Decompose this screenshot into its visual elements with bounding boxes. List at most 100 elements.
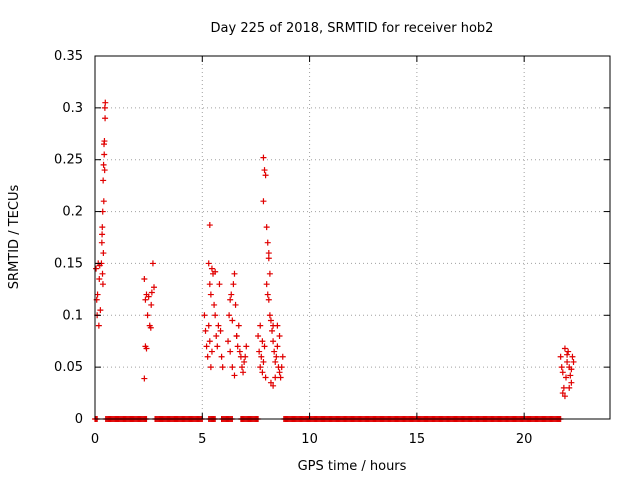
data-point (99, 231, 106, 238)
data-point (226, 312, 233, 319)
data-point (100, 161, 107, 168)
data-point (272, 374, 279, 381)
data-point (151, 284, 158, 291)
data-point (569, 353, 576, 360)
data-point (207, 291, 214, 298)
data-point (100, 177, 107, 184)
data-point (231, 270, 238, 277)
data-point (255, 333, 262, 340)
y-tick-label: 0.2 (62, 205, 83, 220)
data-point (260, 198, 267, 205)
data-point (240, 369, 247, 376)
data-point (558, 364, 565, 371)
data-point (101, 167, 108, 174)
data-point (261, 343, 268, 350)
y-tick-label: 0.15 (54, 256, 83, 271)
data-point (97, 307, 104, 314)
data-point (230, 281, 237, 288)
data-point (99, 224, 106, 231)
data-point (241, 358, 248, 365)
data-point (141, 375, 148, 382)
x-tick-label: 5 (198, 432, 206, 447)
data-point (148, 289, 155, 296)
data-point (557, 353, 564, 360)
data-point (559, 369, 566, 376)
data-point (567, 372, 574, 379)
data-point (206, 281, 213, 288)
data-point (98, 239, 105, 246)
data-point (205, 322, 212, 329)
data-point (267, 317, 274, 324)
data-point (259, 369, 266, 376)
x-tick-label: 0 (91, 432, 99, 447)
y-tick-label: 0.1 (62, 308, 83, 323)
data-point (243, 343, 250, 350)
data-point (233, 333, 240, 340)
data-point (267, 379, 274, 386)
data-point (266, 270, 273, 277)
data-point (266, 312, 273, 319)
data-point (205, 260, 212, 267)
data-point (227, 296, 234, 303)
data-point (566, 384, 573, 391)
data-point (234, 343, 241, 350)
grid (95, 56, 610, 419)
data-point (216, 281, 223, 288)
data-points (92, 99, 577, 422)
y-tick-label: 0.05 (54, 360, 83, 375)
y-axis-label: SRMTID / TECUs (7, 185, 22, 290)
x-axis-label: GPS time / hours (298, 459, 407, 474)
data-point (204, 353, 211, 360)
data-point (264, 291, 271, 298)
data-point (570, 358, 577, 365)
data-point (229, 317, 236, 324)
data-point (258, 353, 265, 360)
data-point (568, 379, 575, 386)
data-point (231, 372, 238, 379)
data-point (102, 115, 109, 122)
data-point (559, 390, 566, 397)
data-point (564, 358, 571, 365)
data-point (256, 348, 263, 355)
data-point (149, 260, 156, 267)
data-point (242, 353, 249, 360)
data-point (238, 364, 245, 371)
chart-title: Day 225 of 2018, SRMTID for receiver hob… (211, 21, 494, 36)
data-point (263, 281, 270, 288)
data-point (259, 338, 266, 345)
data-point (227, 348, 234, 355)
data-point (219, 364, 226, 371)
data-point (215, 322, 222, 329)
data-point (213, 333, 220, 340)
x-tick-label: 20 (516, 432, 533, 447)
data-point (276, 369, 283, 376)
data-point (564, 351, 571, 358)
data-point (262, 172, 269, 179)
data-point (202, 327, 209, 334)
data-point (93, 265, 100, 272)
data-point (206, 222, 213, 229)
data-point (225, 338, 232, 345)
data-point (147, 324, 154, 331)
data-point (101, 151, 108, 158)
data-point (561, 345, 568, 352)
data-point (99, 281, 106, 288)
data-point (101, 138, 108, 145)
data-point (203, 343, 210, 350)
data-point (260, 154, 267, 161)
data-point (207, 364, 214, 371)
data-point (143, 345, 150, 352)
data-point (565, 348, 572, 355)
data-point (218, 353, 225, 360)
y-tick-label: 0 (75, 412, 83, 427)
data-point (228, 291, 235, 298)
data-point (99, 270, 106, 277)
data-point (235, 322, 242, 329)
data-point (229, 364, 236, 371)
data-point (217, 327, 224, 334)
data-point (148, 301, 155, 308)
data-point (273, 353, 280, 360)
data-point (279, 353, 286, 360)
data-point (208, 265, 215, 272)
data-point (206, 338, 213, 345)
